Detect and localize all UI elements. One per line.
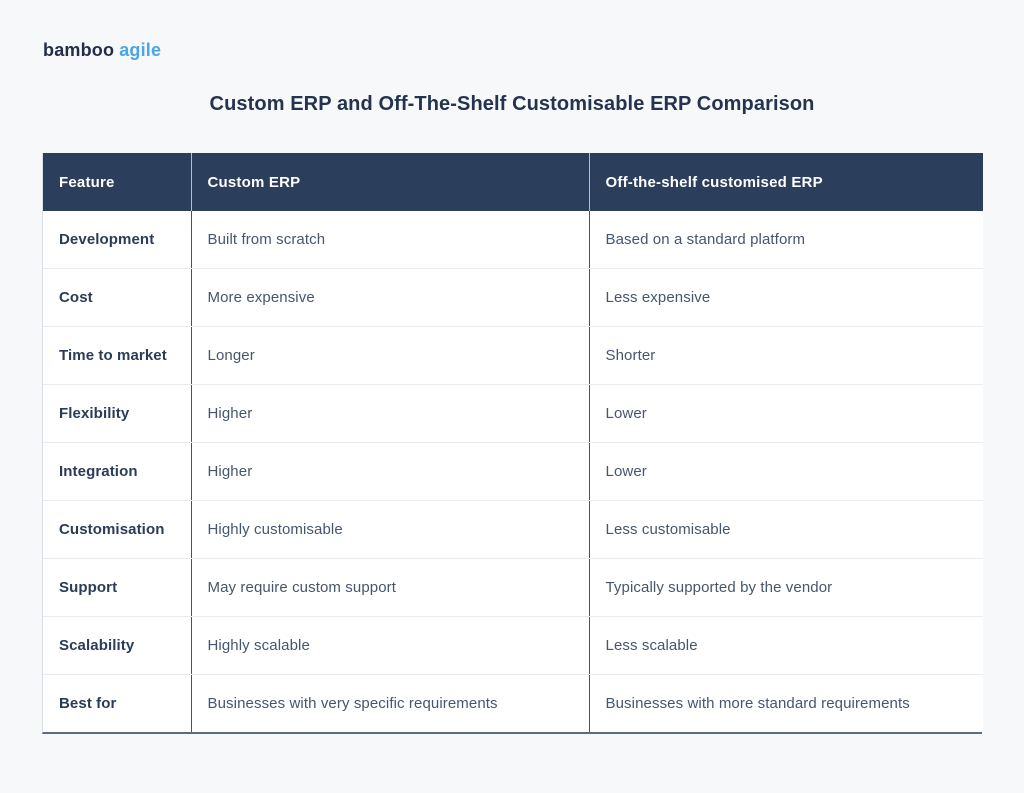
table-row: Time to market Longer Shorter — [43, 326, 983, 385]
table-row: Best for Businesses with very specific r… — [43, 674, 983, 732]
feature-cell: Time to market — [43, 326, 192, 385]
table-header-row: Feature Custom ERP Off-the-shelf customi… — [43, 153, 983, 211]
custom-erp-cell: May require custom support — [191, 558, 590, 617]
page-title: Custom ERP and Off-The-Shelf Customisabl… — [209, 93, 815, 115]
off-the-shelf-cell: Typically supported by the vendor — [589, 558, 983, 617]
comparison-table-container: Feature Custom ERP Off-the-shelf customi… — [42, 153, 983, 734]
off-the-shelf-cell: Shorter — [589, 326, 983, 385]
off-the-shelf-cell: Less scalable — [589, 616, 983, 675]
table-row: Cost More expensive Less expensive — [43, 268, 983, 327]
off-the-shelf-cell: Lower — [589, 442, 983, 501]
table-row: Customisation Highly customisable Less c… — [43, 500, 983, 559]
table-row: Scalability Highly scalable Less scalabl… — [43, 616, 983, 675]
brand-logo-bamboo: bamboo — [43, 40, 115, 60]
custom-erp-cell: More expensive — [191, 268, 590, 327]
table-row: Integration Higher Lower — [43, 442, 983, 501]
off-the-shelf-cell: Based on a standard platform — [589, 211, 983, 269]
feature-cell: Flexibility — [43, 384, 192, 443]
table-row: Development Built from scratch Based on … — [43, 211, 983, 269]
brand-logo: bamboo agile — [43, 40, 161, 61]
table-row: Flexibility Higher Lower — [43, 384, 983, 443]
custom-erp-cell: Higher — [191, 442, 590, 501]
feature-cell: Best for — [43, 674, 192, 732]
table-row: Support May require custom support Typic… — [43, 558, 983, 617]
header-cell-off-the-shelf-erp: Off-the-shelf customised ERP — [589, 153, 983, 211]
header-cell-custom-erp: Custom ERP — [191, 153, 590, 211]
off-the-shelf-cell: Less customisable — [589, 500, 983, 559]
feature-cell: Support — [43, 558, 192, 617]
table-body: Development Built from scratch Based on … — [43, 211, 983, 732]
feature-cell: Integration — [43, 442, 192, 501]
off-the-shelf-cell: Businesses with more standard requiremen… — [589, 674, 983, 732]
header-cell-feature: Feature — [43, 153, 192, 211]
custom-erp-cell: Higher — [191, 384, 590, 443]
feature-cell: Customisation — [43, 500, 192, 559]
feature-cell: Scalability — [43, 616, 192, 675]
custom-erp-cell: Businesses with very specific requiremen… — [191, 674, 590, 732]
off-the-shelf-cell: Less expensive — [589, 268, 983, 327]
table-header: Feature Custom ERP Off-the-shelf customi… — [43, 153, 983, 211]
off-the-shelf-cell: Lower — [589, 384, 983, 443]
brand-logo-agile: agile — [119, 40, 162, 60]
feature-cell: Development — [43, 211, 192, 269]
comparison-table: Feature Custom ERP Off-the-shelf customi… — [43, 153, 983, 732]
custom-erp-cell: Highly scalable — [191, 616, 590, 675]
feature-cell: Cost — [43, 268, 192, 327]
custom-erp-cell: Longer — [191, 326, 590, 385]
custom-erp-cell: Highly customisable — [191, 500, 590, 559]
custom-erp-cell: Built from scratch — [191, 211, 590, 269]
